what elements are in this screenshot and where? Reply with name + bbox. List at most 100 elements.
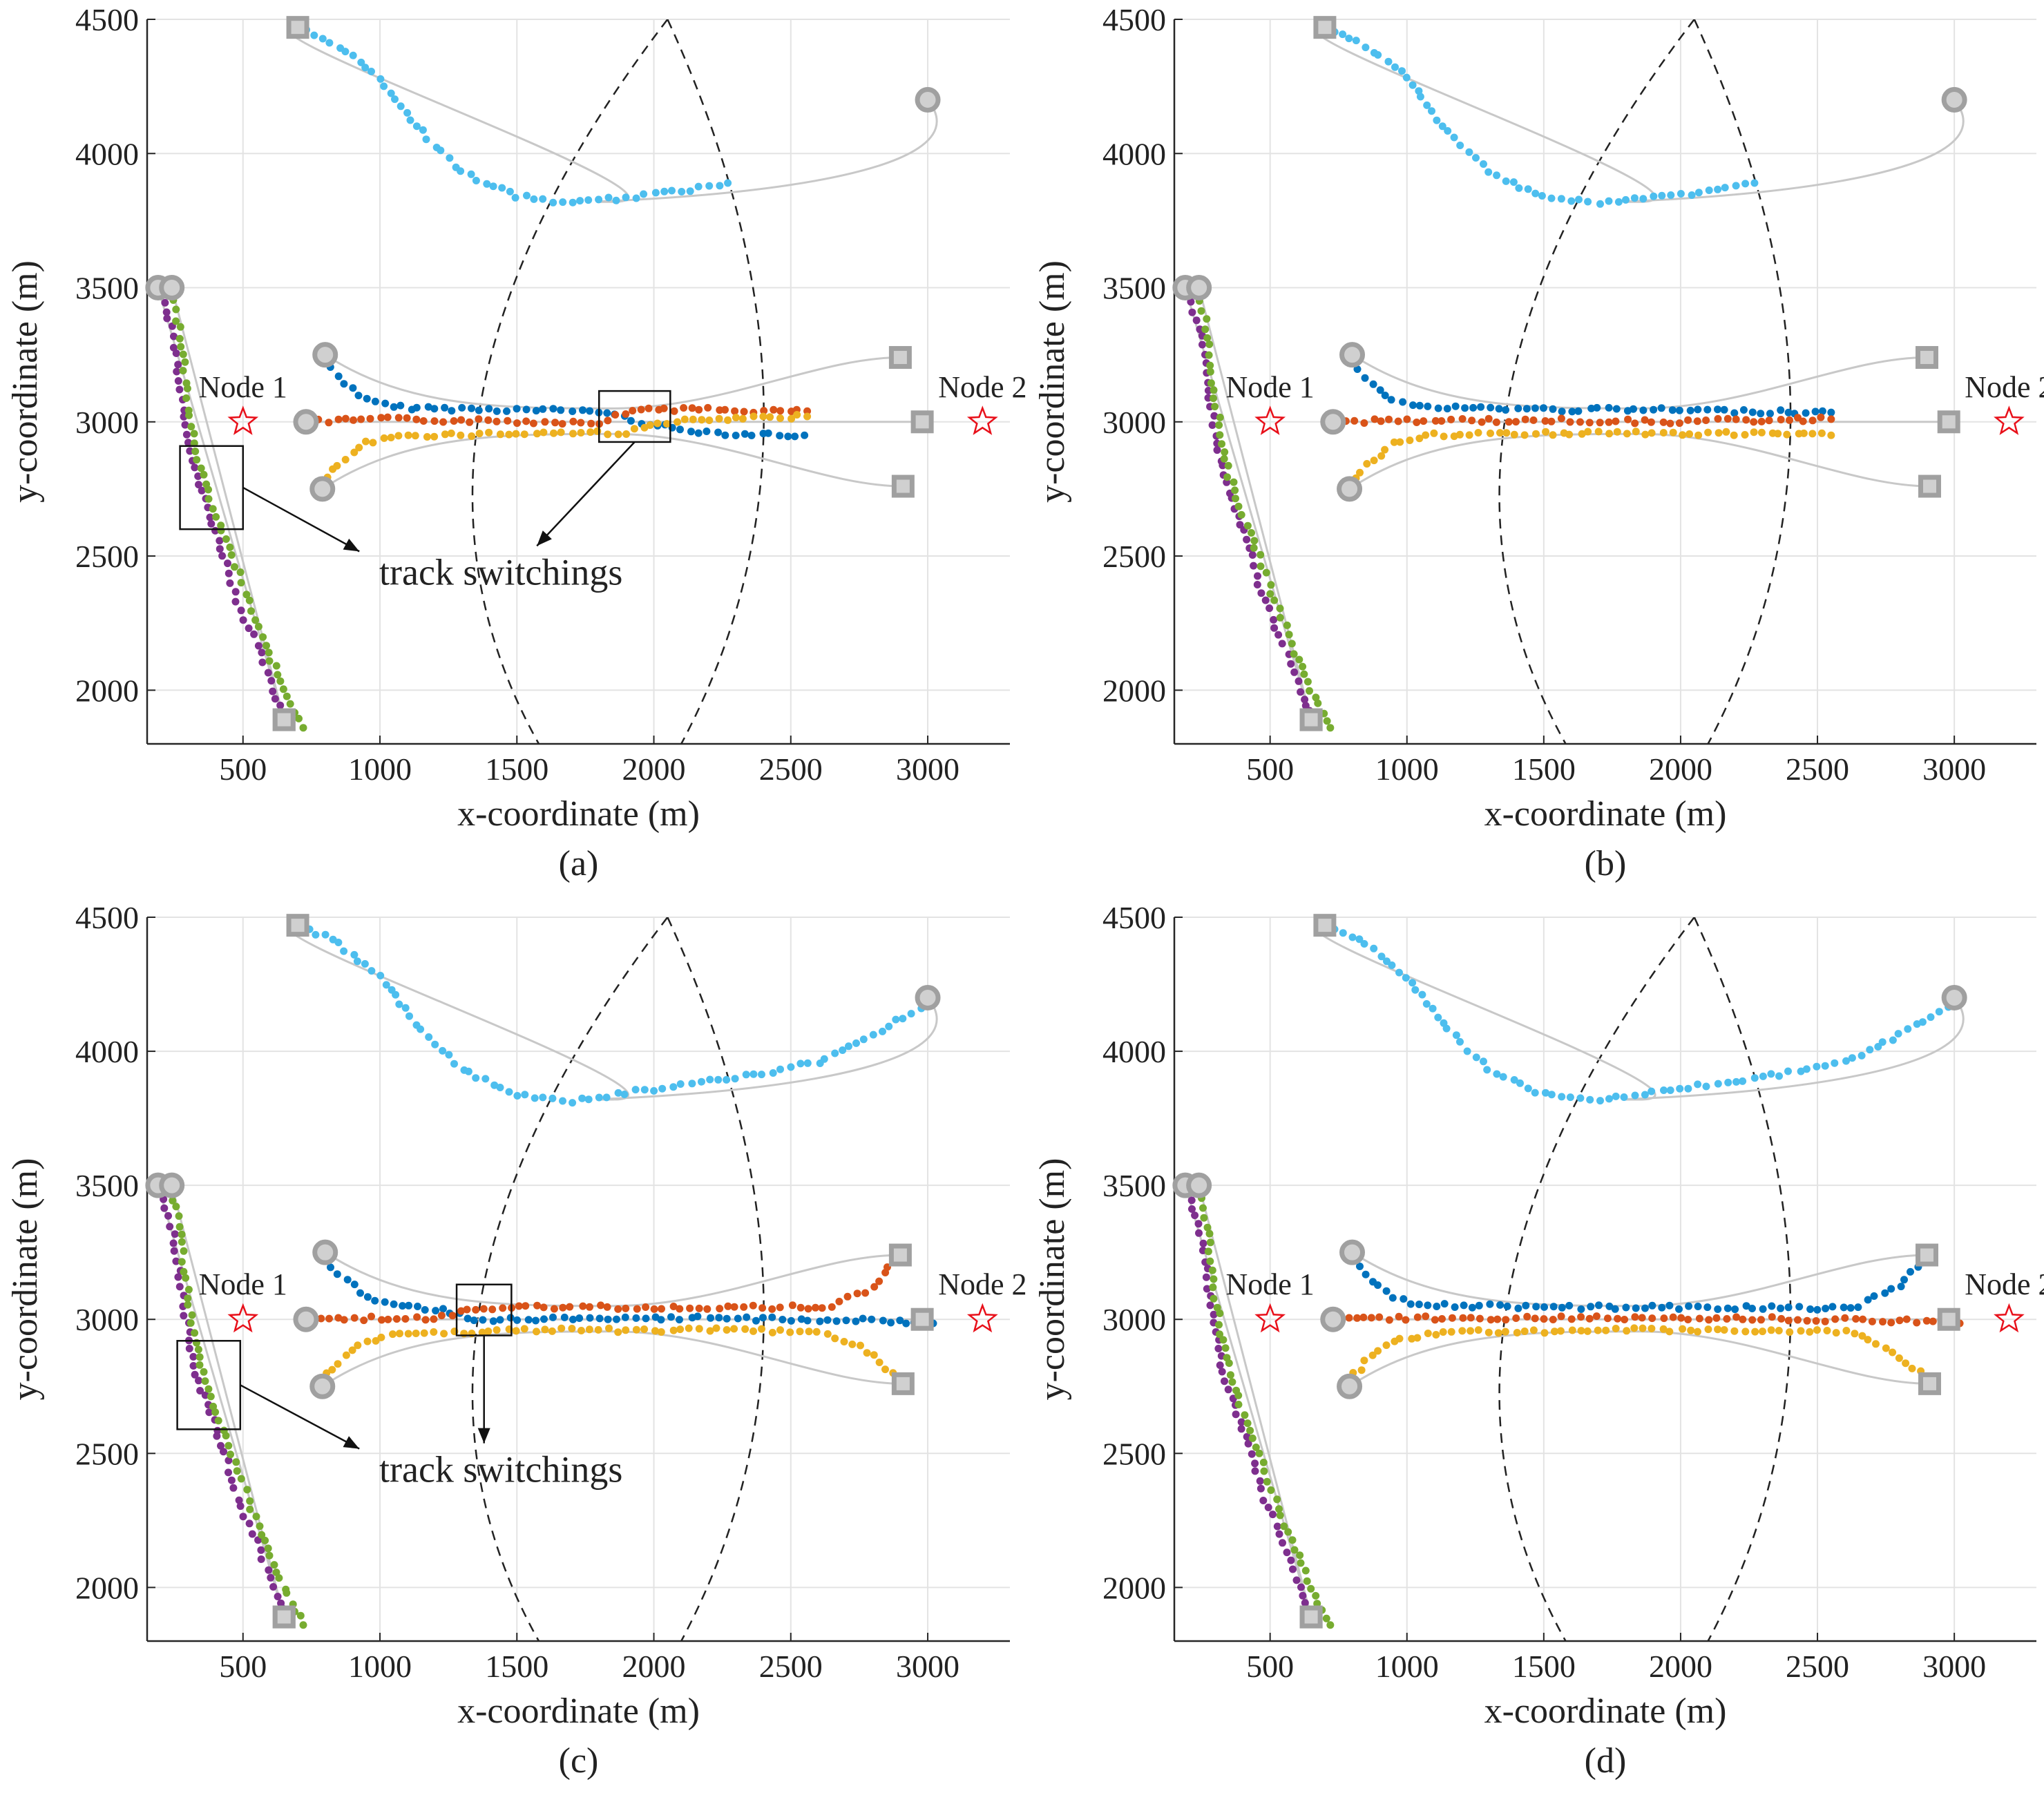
track-point-orange [1641, 416, 1649, 424]
track-point-green [252, 1513, 260, 1521]
track-point-orange [1438, 1315, 1446, 1323]
ground-truth-track [324, 354, 901, 410]
track-point-green [1312, 693, 1320, 702]
track-point-orange [1714, 414, 1722, 423]
y-axis-label: y-coordinate (m) [6, 260, 45, 503]
track-point-orange [695, 405, 703, 414]
track-point-cyan [1509, 178, 1518, 186]
track-point-purple [166, 1223, 174, 1231]
track-point-cyan [403, 108, 412, 117]
track-point-yellow [622, 1326, 630, 1334]
track-point-purple [1301, 1599, 1309, 1607]
track-point-cyan [350, 950, 359, 959]
track-point-yellow [706, 1327, 714, 1335]
track-point-yellow [328, 1365, 336, 1374]
track-point-yellow [1602, 1326, 1610, 1334]
track-point-blue [475, 406, 483, 414]
track-point-cyan [450, 1060, 458, 1068]
track-point-blue [390, 1300, 398, 1308]
sensor-node-label: Node 2 [1965, 370, 2044, 404]
track-point-cyan [1802, 1065, 1811, 1073]
track-point-cyan [839, 1046, 847, 1054]
track-point-blue [1522, 1301, 1530, 1310]
track-point-purple [1250, 562, 1258, 570]
track-point-blue [1595, 1301, 1603, 1310]
track-point-yellow [759, 412, 767, 421]
track-point-yellow [1520, 431, 1529, 439]
track-point-purple [1198, 341, 1206, 349]
track-point-blue [1376, 386, 1384, 394]
track-point-green [1209, 1283, 1217, 1292]
track-point-orange [472, 1305, 480, 1314]
track-point-cyan [1418, 990, 1426, 999]
track-start-marker [312, 1239, 338, 1265]
track-point-yellow [593, 427, 602, 435]
track-point-cyan [1605, 1095, 1613, 1103]
track-point-yellow [712, 1324, 720, 1332]
track-point-blue [334, 372, 343, 381]
track-point-green [191, 1329, 199, 1337]
track-point-purple [195, 1377, 202, 1385]
track-point-cyan [1702, 1082, 1710, 1091]
track-point-yellow [1578, 430, 1586, 438]
track-point-green [204, 486, 212, 494]
track-point-cyan [1398, 67, 1406, 75]
track-point-orange [1467, 1314, 1475, 1322]
track-point-purple [171, 1230, 179, 1238]
annotation-text: track switchings [379, 551, 622, 593]
track-point-cyan [1355, 935, 1364, 943]
track-point-yellow [646, 421, 654, 429]
track-point-blue [1558, 408, 1566, 416]
track-point-blue [604, 1315, 612, 1323]
track-point-blue [421, 1306, 429, 1314]
track-point-green [1204, 1247, 1212, 1256]
track-point-yellow [840, 1338, 848, 1345]
track-point-cyan [1450, 133, 1458, 142]
track-point-yellow [1806, 1327, 1814, 1336]
track-point-cyan [706, 1075, 714, 1084]
track-point-purple [1295, 677, 1303, 685]
track-point-green [275, 1574, 283, 1582]
track-point-green [1237, 510, 1245, 519]
sensor-node-star [966, 405, 998, 435]
track-point-blue [1475, 1301, 1483, 1310]
track-point-orange [770, 405, 778, 414]
track-point-purple [1278, 640, 1286, 648]
track-point-cyan [1493, 171, 1501, 180]
track-point-cyan [1388, 961, 1396, 969]
track-point-cyan [1732, 1077, 1740, 1086]
track-point-orange [317, 1314, 325, 1323]
track-point-yellow [1447, 1327, 1455, 1336]
track-start-marker [1339, 342, 1366, 368]
track-point-green [200, 470, 208, 479]
track-point-yellow [1613, 428, 1621, 436]
track-point-cyan [481, 1075, 490, 1083]
track-point-orange [551, 419, 560, 427]
sensor-node-label: Node 2 [1965, 1267, 2044, 1301]
track-point-blue [340, 380, 348, 388]
track-point-cyan [660, 187, 669, 195]
track-point-purple [236, 1502, 245, 1511]
track-point-cyan [614, 1089, 622, 1097]
track-point-cyan [1429, 1004, 1437, 1013]
track-point-yellow [1808, 430, 1817, 438]
track-point-blue [1451, 402, 1460, 410]
sensor-node-label: Node 2 [938, 1267, 1026, 1301]
track-point-yellow [396, 1330, 403, 1338]
track-point-cyan [899, 1015, 907, 1023]
sensor-node-label: Node 1 [1226, 1267, 1315, 1301]
track-point-purple [1213, 446, 1221, 454]
track-point-blue [1703, 405, 1712, 414]
x-tick-label: 1000 [348, 1649, 412, 1684]
track-point-purple [1218, 1368, 1226, 1376]
track-point-orange [1359, 1313, 1368, 1321]
track-point-orange [450, 417, 458, 425]
track-point-yellow [363, 1337, 372, 1345]
x-tick-label: 500 [1246, 751, 1294, 787]
track-point-purple [245, 624, 253, 633]
track-point-purple [1275, 1530, 1283, 1538]
track-point-cyan [1620, 1093, 1628, 1101]
x-tick-label: 2000 [622, 751, 686, 787]
track-point-cyan [569, 1099, 577, 1107]
track-point-orange [484, 416, 493, 424]
